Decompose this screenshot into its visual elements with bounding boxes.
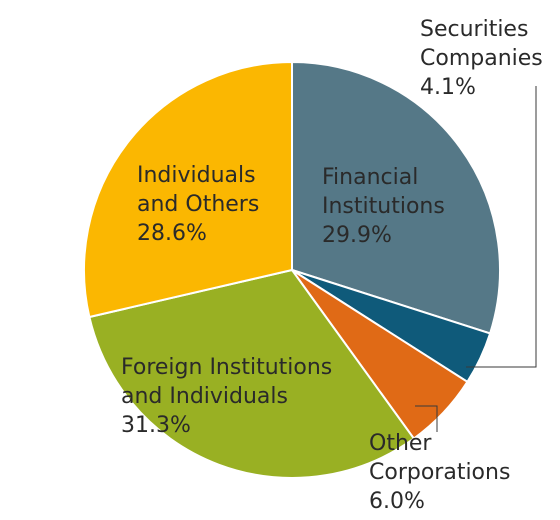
slice-foreign-institutions-and-individuals bbox=[88, 268, 416, 479]
slice-name-line: Institutions bbox=[322, 194, 445, 219]
slice-label-financial-institutions: Financial Institutions 29.9% bbox=[322, 165, 445, 248]
slice-name-line: and Individuals bbox=[121, 384, 288, 409]
slice-name-line: Other bbox=[369, 431, 432, 456]
slice-name-line: Securities bbox=[420, 17, 528, 42]
slice-name-line: Corporations bbox=[369, 460, 510, 485]
slice-individuals-and-others bbox=[82, 60, 293, 319]
slice-label-individuals-and-others: Individuals and Others 28.6% bbox=[137, 163, 259, 246]
slice-labels: Financial Institutions 29.9% Securities Comp… bbox=[121, 17, 543, 514]
slice-value: 31.3% bbox=[121, 413, 191, 438]
slice-financial-institutions bbox=[291, 60, 501, 335]
slice-name-line: Foreign Institutions bbox=[121, 355, 332, 380]
slice-value: 28.6% bbox=[137, 221, 207, 246]
leader-lines bbox=[415, 86, 537, 432]
slice-value: 6.0% bbox=[369, 489, 425, 514]
leader-line-other-corporations bbox=[415, 405, 438, 432]
slice-name-line: Companies bbox=[420, 46, 543, 71]
slice-name-line: and Others bbox=[137, 192, 259, 217]
slice-label-foreign-institutions-and-individuals: Foreign Institutions and Individuals 31.3% bbox=[121, 355, 332, 438]
slice-label-securities-companies: Securities Companies 4.1% bbox=[420, 17, 543, 100]
slice-label-other-corporations: Other Corporations 6.0% bbox=[369, 431, 510, 514]
slice-value: 29.9% bbox=[322, 223, 392, 248]
leader-line-securities-companies bbox=[466, 86, 537, 368]
slice-name-line: Financial bbox=[322, 165, 418, 190]
slice-name-line: Individuals bbox=[137, 163, 256, 188]
pie-slices bbox=[82, 60, 501, 479]
slice-value: 4.1% bbox=[420, 75, 476, 100]
